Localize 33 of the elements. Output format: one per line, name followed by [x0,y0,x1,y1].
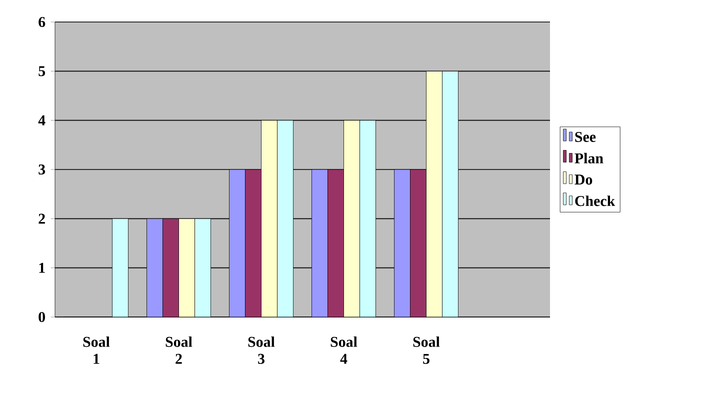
x-tick-label: Soal 3 [248,336,275,364]
bar [312,170,328,317]
x-tick-label: Soal 5 [413,336,440,364]
y-tick-label: 0 [38,312,46,322]
bar [245,170,262,317]
bar [360,120,376,317]
bar [261,120,278,317]
bar [442,70,458,317]
y-tick-label: 3 [38,164,46,175]
x-tick-label: Soal 2 [166,336,192,364]
bar [162,218,179,317]
x-tick-label: Soal 1 [83,336,110,364]
bar [344,120,360,317]
bar [178,218,195,317]
legend-label: Plan [574,152,604,164]
legend-label: See [575,132,596,142]
bar [328,170,344,317]
x-tick-label: Soal 4 [330,336,358,364]
bar [394,169,410,317]
y-tick-label: 6 [38,16,46,28]
y-tick-label: 2 [38,214,45,224]
legend-label: Do [574,174,592,185]
bar [410,169,426,317]
y-tick-label: 1 [39,262,45,273]
bar [112,218,128,317]
bar [146,218,163,317]
y-tick-label: 4 [38,115,46,126]
bar [194,218,211,317]
bar [426,70,442,317]
legend-label: Check [575,196,616,206]
bar [277,120,294,317]
y-tick-label: 5 [38,66,46,76]
bar [229,170,246,317]
